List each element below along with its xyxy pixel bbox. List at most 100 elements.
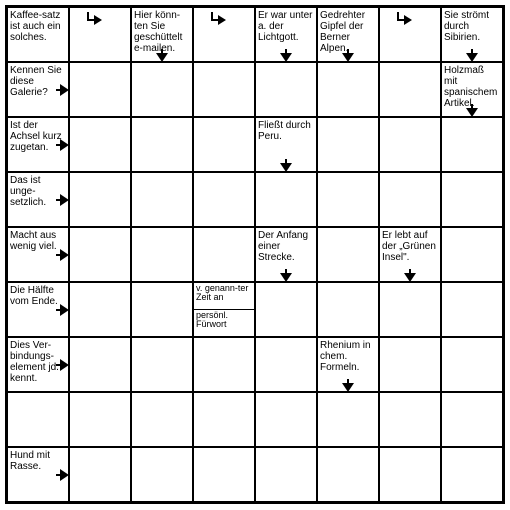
answer-cell[interactable] [379, 62, 441, 117]
right-arrow-icon [60, 84, 69, 96]
down-arrow-icon [342, 383, 354, 392]
answer-cell[interactable] [131, 62, 193, 117]
down-arrow-icon [466, 108, 478, 117]
arrow-cell [69, 7, 131, 62]
answer-cell[interactable] [69, 392, 131, 447]
down-arrow-icon [466, 53, 478, 62]
down-arrow-icon [342, 53, 354, 62]
answer-cell[interactable] [379, 282, 441, 337]
answer-cell[interactable] [441, 172, 503, 227]
answer-cell[interactable] [317, 62, 379, 117]
answer-cell[interactable] [317, 282, 379, 337]
clue-cell: Macht aus wenig viel. [7, 227, 69, 282]
clue-text: Sie strömt durch Sibirien. [444, 10, 489, 43]
answer-cell[interactable] [317, 447, 379, 502]
clue-cell: Rhenium in chem. Formeln. [317, 337, 379, 392]
answer-cell[interactable] [69, 337, 131, 392]
down-arrow-icon [280, 273, 292, 282]
answer-cell[interactable] [317, 117, 379, 172]
split-clue-cell: v. genann-ter Zeit an persönl. Fürwort [193, 282, 255, 337]
turn-down-arrow-icon [394, 10, 424, 40]
answer-cell[interactable] [255, 62, 317, 117]
clue-cell: Gedrehter Gipfel der Berner Alpen. [317, 7, 379, 62]
clue-cell: Kaffee-satz ist auch ein solches. [7, 7, 69, 62]
right-arrow-icon [60, 469, 69, 481]
answer-cell[interactable] [255, 337, 317, 392]
clue-cell: Ist der Achsel kurz zugetan. [7, 117, 69, 172]
clue-text: persönl. Fürwort [194, 310, 254, 336]
clue-cell: Das ist unge-setzlich. [7, 172, 69, 227]
answer-cell[interactable] [441, 117, 503, 172]
answer-cell[interactable] [131, 392, 193, 447]
answer-cell[interactable] [379, 172, 441, 227]
answer-cell[interactable] [193, 447, 255, 502]
clue-text: Das ist unge-setzlich. [10, 175, 46, 208]
answer-cell[interactable] [69, 62, 131, 117]
turn-down-arrow-icon [84, 10, 114, 40]
clue-cell: Hund mit Rasse. [7, 447, 69, 502]
right-arrow-icon [60, 139, 69, 151]
answer-cell[interactable] [131, 227, 193, 282]
clue-cell: Holzmaß mit spanischem Artikel. [441, 62, 503, 117]
answer-cell[interactable] [131, 337, 193, 392]
down-arrow-icon [156, 53, 168, 62]
clue-text: Gedrehter Gipfel der Berner Alpen. [320, 10, 365, 54]
clue-text: Holzmaß mit spanischem Artikel. [444, 65, 497, 109]
answer-cell[interactable] [379, 392, 441, 447]
clue-cell: Hier könn-ten Sie geschüttelt e-mailen. [131, 7, 193, 62]
answer-cell[interactable] [379, 337, 441, 392]
answer-cell[interactable] [255, 282, 317, 337]
answer-cell[interactable] [69, 227, 131, 282]
clue-cell: Fließt durch Peru. [255, 117, 317, 172]
right-arrow-icon [60, 194, 69, 206]
answer-cell[interactable] [131, 282, 193, 337]
answer-cell[interactable] [379, 117, 441, 172]
right-arrow-icon [60, 359, 69, 371]
answer-cell[interactable] [69, 282, 131, 337]
answer-cell[interactable] [131, 172, 193, 227]
right-arrow-icon [60, 304, 69, 316]
answer-cell[interactable] [69, 447, 131, 502]
answer-cell[interactable] [441, 227, 503, 282]
answer-cell[interactable] [317, 392, 379, 447]
clue-text: Er war unter a. der Lichtgott. [258, 10, 312, 43]
answer-cell[interactable] [379, 447, 441, 502]
answer-cell[interactable] [193, 337, 255, 392]
down-arrow-icon [404, 273, 416, 282]
clue-text: v. genann-ter Zeit an [194, 283, 254, 310]
answer-cell[interactable] [193, 227, 255, 282]
clue-text: Rhenium in chem. Formeln. [320, 340, 371, 373]
answer-cell[interactable] [131, 447, 193, 502]
clue-text: Hund mit Rasse. [10, 450, 50, 472]
answer-cell[interactable] [193, 172, 255, 227]
answer-cell[interactable] [7, 392, 69, 447]
clue-text: Dies Ver-bindungs-element jd. kennt. [10, 340, 59, 384]
answer-cell[interactable] [441, 282, 503, 337]
answer-cell[interactable] [193, 62, 255, 117]
answer-cell[interactable] [441, 337, 503, 392]
answer-cell[interactable] [255, 392, 317, 447]
clue-text: Ist der Achsel kurz zugetan. [10, 120, 62, 153]
clue-cell: Dies Ver-bindungs-element jd. kennt. [7, 337, 69, 392]
answer-cell[interactable] [193, 117, 255, 172]
answer-cell[interactable] [317, 227, 379, 282]
answer-cell[interactable] [255, 447, 317, 502]
answer-cell[interactable] [131, 117, 193, 172]
answer-cell[interactable] [193, 392, 255, 447]
clue-text: Der Anfang einer Strecke. [258, 230, 308, 263]
clue-text: Kennen Sie diese Galerie? [10, 65, 62, 98]
answer-cell[interactable] [69, 172, 131, 227]
clue-text: Kaffee-satz ist auch ein solches. [10, 10, 61, 43]
clue-cell: Kennen Sie diese Galerie? [7, 62, 69, 117]
clue-cell: Er war unter a. der Lichtgott. [255, 7, 317, 62]
clue-text: Fließt durch Peru. [258, 120, 311, 142]
clue-text: Macht aus wenig viel. [10, 230, 57, 252]
answer-cell[interactable] [441, 392, 503, 447]
answer-cell[interactable] [441, 447, 503, 502]
answer-cell[interactable] [255, 172, 317, 227]
clue-cell: Sie strömt durch Sibirien. [441, 7, 503, 62]
down-arrow-icon [280, 53, 292, 62]
answer-cell[interactable] [69, 117, 131, 172]
answer-cell[interactable] [317, 172, 379, 227]
turn-down-arrow-icon [208, 10, 238, 40]
